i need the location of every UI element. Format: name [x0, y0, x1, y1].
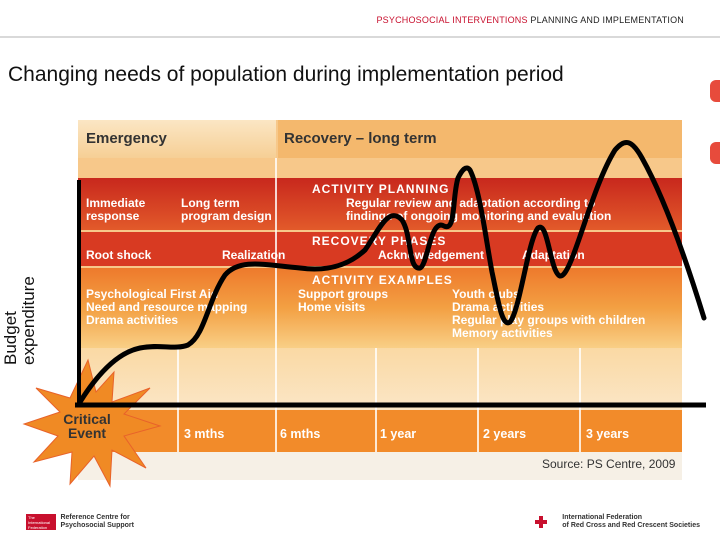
- source-band: [78, 452, 682, 480]
- slide-footer: The International Federation Reference C…: [0, 500, 720, 540]
- side-tab: [710, 142, 720, 164]
- phase-root-shock: Root shock: [86, 248, 152, 262]
- phases-diagram: Emergency Recovery – long term ACTIVITY …: [78, 120, 682, 480]
- phase-realization: Realization: [222, 248, 286, 262]
- emergency-header: [78, 120, 276, 158]
- critical-event-starburst: [22, 358, 162, 488]
- budget-curve: [77, 140, 707, 405]
- tick-6-months: 6 mths: [280, 427, 321, 441]
- source-note: Source: PS Centre, 2009: [542, 457, 676, 471]
- examples-mid: Support groups Home visits: [298, 287, 388, 314]
- recovery-label: Recovery – long term: [284, 130, 437, 147]
- emergency-label: Emergency: [86, 130, 167, 147]
- tick-2-years: 2 years: [483, 427, 527, 441]
- tick-3-months: 3 mths: [184, 427, 225, 441]
- tick-3-years: 3 years: [586, 427, 630, 441]
- reference-centre-logo: The International Federation Reference C…: [26, 513, 134, 530]
- header-divider: [0, 36, 720, 38]
- ifrc-logo: International Federation of Red Cross an…: [534, 513, 700, 531]
- planning-left: Immediate response: [86, 196, 146, 223]
- phase-acknowledgement: Acknowledgement: [378, 248, 485, 262]
- examples-row: [78, 268, 682, 348]
- planning-title: ACTIVITY PLANNING: [312, 182, 450, 196]
- reference-centre-emblem: The International Federation: [26, 513, 56, 530]
- red-cross-crescent-icon: [534, 515, 554, 528]
- planning-right: Regular review and adaptation according …: [346, 196, 612, 223]
- header-title: PSYCHOSOCIAL INTERVENTIONS PLANNING AND …: [376, 15, 684, 25]
- tick-1-year: 1 year: [380, 427, 417, 441]
- planning-mid: Long term program design: [181, 196, 272, 223]
- side-tab: [710, 80, 720, 102]
- examples-title: ACTIVITY EXAMPLES: [312, 273, 453, 287]
- side-decoration: [706, 60, 720, 180]
- critical-event-label: Critical Event: [63, 411, 111, 441]
- page-title: Changing needs of population during impl…: [8, 63, 564, 86]
- planning-row: [78, 178, 682, 230]
- diagram-background: [78, 120, 682, 480]
- phases-title: RECOVERY PHASES: [312, 234, 447, 248]
- slide-header: PSYCHOSOCIAL INTERVENTIONS PLANNING AND …: [0, 0, 720, 38]
